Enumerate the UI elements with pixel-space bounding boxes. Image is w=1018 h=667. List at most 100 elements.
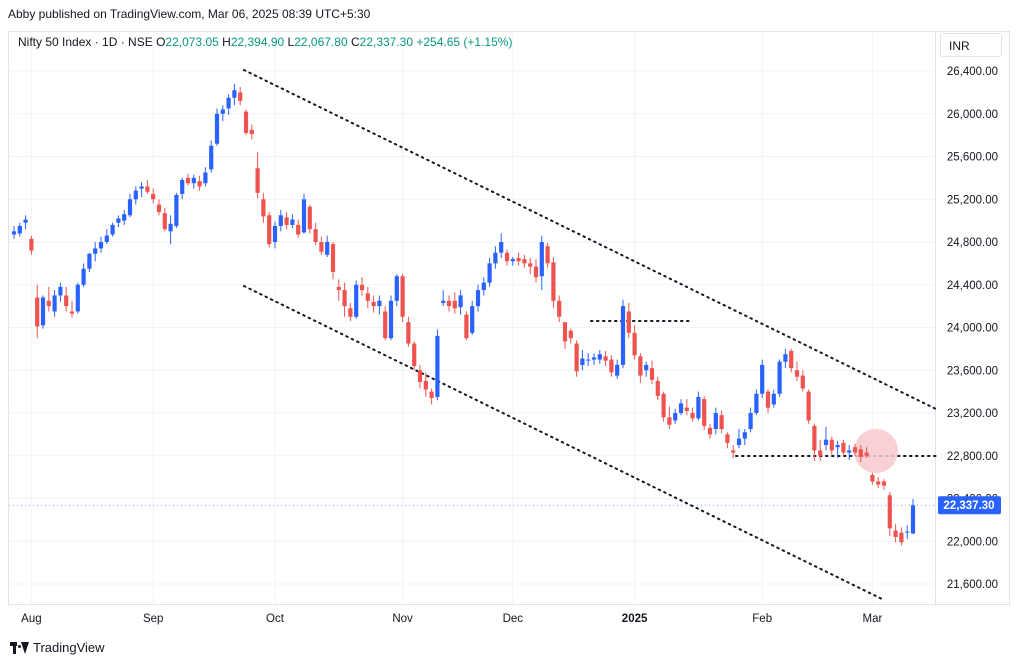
candle-body [841, 442, 846, 453]
candle-body [893, 530, 898, 537]
candle [87, 252, 92, 272]
candle-body [504, 252, 510, 262]
candles-layer [11, 83, 916, 546]
candle [151, 188, 156, 204]
change-value: +254.65 (+1.15%) [416, 35, 513, 49]
candle-body [394, 276, 399, 301]
candle [441, 290, 446, 307]
tradingview-logo-icon [10, 641, 29, 654]
candle-body [64, 295, 69, 307]
candle [574, 340, 579, 377]
candle [354, 280, 359, 319]
chart-pane[interactable] [8, 31, 936, 605]
candle-body [348, 308, 353, 317]
last-price-tag: 22,337.30 [9, 496, 1001, 515]
candle [301, 193, 307, 234]
highlight-circle[interactable] [854, 429, 898, 473]
candle-body [145, 186, 150, 192]
candle-body [284, 217, 289, 225]
candle [435, 329, 440, 401]
candle [829, 436, 834, 456]
candle-body [528, 263, 533, 267]
candle [597, 349, 602, 364]
candle-body [545, 246, 550, 264]
candle-body [499, 242, 504, 253]
candle [586, 353, 591, 366]
y-tick-label: 26,000.00 [947, 109, 998, 121]
candle [11, 225, 17, 239]
candle-body [359, 284, 365, 291]
candle [243, 109, 249, 136]
footer-brand[interactable]: TradingView [10, 640, 105, 655]
candle-body [93, 248, 98, 254]
x-tick-label: Mar [862, 613, 882, 625]
candle [702, 395, 707, 431]
candle-body [151, 193, 156, 200]
candle-body [52, 295, 57, 312]
candle [203, 167, 208, 187]
candle-body [371, 301, 376, 307]
candle [232, 83, 237, 106]
candle [707, 423, 713, 439]
currency-button[interactable]: INR [940, 33, 1002, 57]
candle-body [220, 109, 225, 114]
x-tick-label: 2025 [622, 613, 648, 625]
symbol-name[interactable]: Nifty 50 Index · 1D · NSE [18, 35, 153, 49]
candle [620, 299, 626, 369]
candle-body [620, 306, 626, 365]
candle-body [69, 311, 75, 314]
upper-trendline[interactable] [243, 69, 937, 410]
close-value: 22,337.30 [359, 35, 414, 49]
candle-body [661, 393, 666, 418]
candle-body [539, 242, 544, 277]
candle-body [110, 224, 115, 235]
candle-body [98, 242, 104, 249]
candle [725, 432, 730, 449]
candle [116, 215, 121, 228]
candle-body [905, 531, 910, 533]
price-axis-pane[interactable] [936, 31, 1010, 605]
drawings-layer [243, 69, 937, 601]
candle [296, 219, 301, 238]
candle-body [644, 364, 649, 371]
high-value: 22,394.90 [230, 35, 285, 49]
candle [731, 445, 736, 458]
candle-body [417, 370, 423, 383]
candle-body [655, 380, 660, 396]
candle [81, 263, 86, 287]
candle [313, 222, 318, 246]
candle-body [127, 199, 133, 216]
symbol-legend[interactable]: Nifty 50 Index · 1D · NSE O22,073.05 H22… [18, 35, 512, 49]
candle-body [29, 238, 34, 251]
candle [649, 360, 655, 385]
candle [417, 364, 423, 389]
lower-trendline[interactable] [243, 285, 885, 601]
candle-body [174, 194, 179, 226]
candle-body [272, 225, 278, 242]
candle [388, 295, 394, 341]
candle [464, 311, 469, 341]
candle-body [771, 393, 776, 405]
candle-body [458, 295, 463, 308]
candle-body [214, 113, 220, 144]
candle [562, 322, 568, 349]
candle-body [702, 399, 707, 426]
candle [191, 174, 196, 189]
candle-body [765, 391, 771, 408]
candle-body [847, 450, 852, 453]
candle-body [725, 434, 730, 443]
candle-body [818, 450, 823, 456]
candle-body [296, 224, 301, 235]
y-tick-label: 22,800.00 [947, 451, 998, 463]
candle-body [301, 199, 307, 233]
candle-body [574, 343, 579, 372]
candle [139, 182, 144, 198]
candle-body [249, 129, 254, 135]
candle-body [910, 505, 916, 534]
candle [615, 359, 620, 379]
candle [696, 391, 701, 421]
candle-body [87, 253, 92, 269]
candle [168, 215, 173, 245]
candle [17, 222, 22, 237]
